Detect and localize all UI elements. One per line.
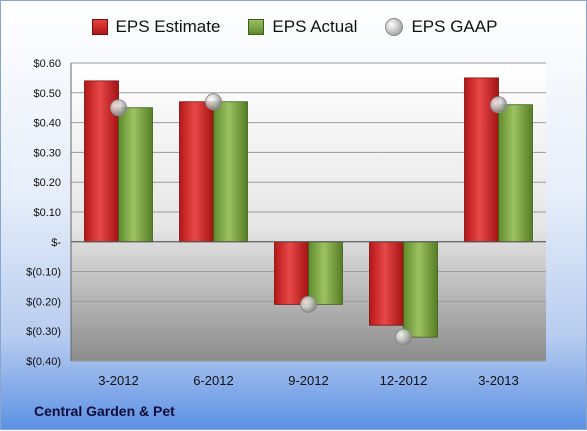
bar-eps-actual (213, 101, 248, 243)
legend-item-actual: EPS Actual (248, 17, 357, 37)
y-tick-label: $0.30 (33, 147, 61, 159)
y-tick-label: $- (51, 237, 61, 249)
x-tick-label: 6-2012 (193, 373, 233, 388)
y-tick-label: $(0.10) (26, 267, 61, 279)
y-tick-label: $0.10 (33, 207, 61, 219)
marker-eps-gaap (395, 328, 412, 346)
legend-label-estimate: EPS Estimate (115, 17, 221, 36)
x-tick-label: 3-2013 (478, 373, 518, 388)
company-name: Central Garden & Pet (34, 403, 175, 419)
x-tick-label: 3-2012 (98, 373, 138, 388)
bar-eps-estimate (274, 241, 309, 305)
x-tick-label: 9-2012 (288, 373, 328, 388)
legend-label-actual: EPS Actual (272, 17, 358, 36)
bar-eps-estimate (179, 101, 214, 243)
bar-eps-actual (498, 104, 533, 243)
y-tick-label: $0.20 (33, 177, 61, 189)
bar-eps-actual (403, 241, 438, 338)
y-tick-label: $(0.30) (26, 326, 61, 338)
y-tick-label: $0.50 (33, 88, 61, 100)
y-tick-label: $0.60 (33, 58, 61, 70)
marker-eps-gaap (490, 96, 507, 114)
legend-item-gaap: EPS GAAP (385, 17, 497, 37)
bar-eps-estimate (369, 241, 404, 326)
legend-label-gaap: EPS GAAP (411, 17, 498, 36)
marker-eps-gaap (110, 99, 127, 117)
bar-eps-actual (308, 241, 343, 305)
legend-swatch-gaap (385, 18, 404, 36)
y-tick-label: $(0.20) (26, 296, 61, 308)
marker-eps-gaap (205, 93, 222, 111)
y-tick-label: $(0.40) (26, 356, 61, 368)
legend-item-estimate: EPS Estimate (91, 17, 221, 37)
legend-swatch-actual (248, 19, 265, 35)
bar-eps-actual (118, 107, 153, 243)
legend-swatch-estimate (91, 19, 108, 35)
y-tick-label: $0.40 (33, 118, 61, 130)
x-tick-label: 12-2012 (380, 373, 428, 388)
marker-eps-gaap (300, 295, 317, 313)
legend: EPS Estimate EPS Actual EPS GAAP (1, 17, 587, 37)
